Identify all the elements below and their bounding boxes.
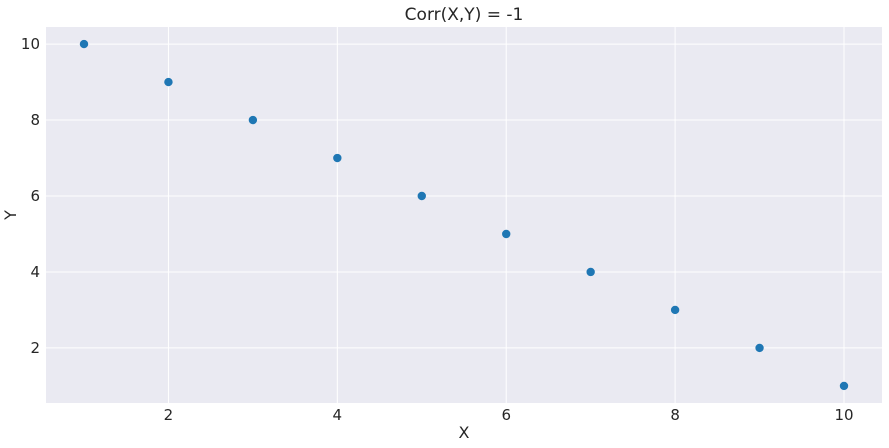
y-tick-label: 8: [30, 111, 40, 129]
plot-area: [46, 27, 882, 403]
x-tick-label: 8: [670, 406, 680, 424]
data-point: [417, 191, 426, 201]
y-tick-label: 10: [21, 35, 40, 53]
x-tick-label: 10: [834, 406, 853, 424]
data-point: [755, 343, 764, 353]
grid-lines: [46, 27, 882, 403]
data-point: [502, 229, 511, 239]
data-point: [333, 153, 342, 163]
data-points: [79, 39, 849, 391]
data-point: [164, 77, 173, 87]
y-tick-label: 4: [30, 263, 40, 281]
y-tick-label: 2: [30, 339, 40, 357]
tick-labels: 2 4 6 8 10 2 4 6 8 10: [21, 35, 854, 424]
data-point: [248, 115, 258, 125]
chart-title: Corr(X,Y) = -1: [405, 5, 524, 25]
y-tick-label: 6: [30, 187, 40, 205]
x-tick-label: 6: [501, 406, 511, 424]
x-tick-label: 4: [333, 406, 343, 424]
data-point: [586, 267, 595, 277]
x-tick-label: 2: [164, 406, 174, 424]
data-point: [670, 305, 680, 315]
x-axis-label: X: [459, 423, 470, 442]
y-axis-label: Y: [1, 210, 20, 221]
data-point: [839, 381, 849, 391]
data-point: [79, 39, 89, 49]
